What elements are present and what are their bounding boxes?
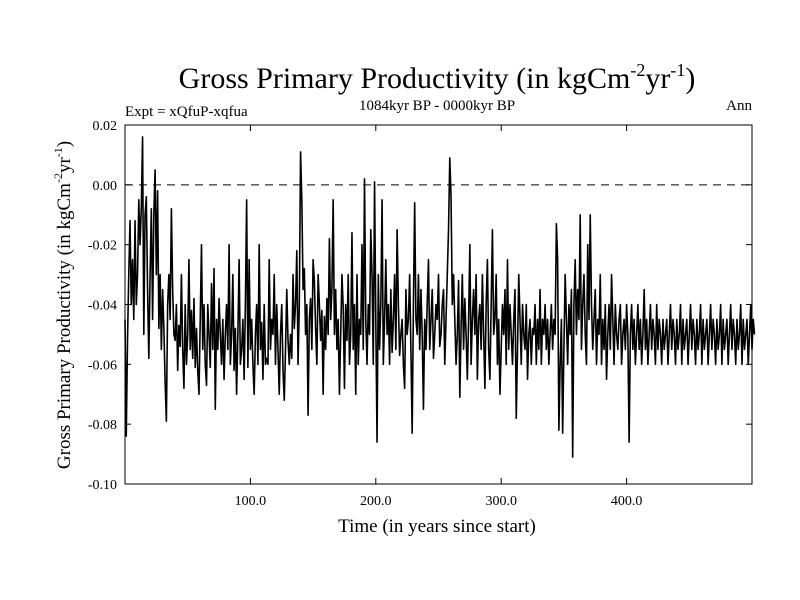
x-tick-label: 100.0 bbox=[235, 494, 267, 509]
y-axis-ticks: 0.02 0.00 -0.02 -0.04 -0.06 -0.08 -0.10 bbox=[88, 119, 752, 493]
season-label: Ann bbox=[726, 98, 752, 114]
y-tick-label: -0.08 bbox=[88, 418, 117, 433]
y-tick-label: -0.04 bbox=[88, 299, 117, 314]
y-tick-label: 0.02 bbox=[93, 119, 118, 134]
chart-title: Gross Primary Productivity (in kgCm-2yr-… bbox=[179, 60, 696, 95]
x-tick-label: 400.0 bbox=[611, 494, 643, 509]
x-axis-label: Time (in years since start) bbox=[338, 516, 536, 537]
y-axis-label: Gross Primary Productivity (in kgCm-2yr-… bbox=[51, 141, 75, 469]
y-tick-label: -0.06 bbox=[88, 358, 117, 373]
x-tick-label: 300.0 bbox=[485, 494, 517, 509]
y-tick-label: -0.02 bbox=[88, 239, 117, 254]
y-tick-label: -0.10 bbox=[88, 478, 117, 493]
period-label: 1084kyr BP - 0000kyr BP bbox=[359, 98, 515, 114]
x-tick-label: 200.0 bbox=[360, 494, 392, 509]
x-axis-ticks: 100.0 200.0 300.0 400.0 bbox=[235, 125, 643, 509]
experiment-label: Expt = xQfuP-xqfua bbox=[125, 104, 248, 120]
series-line-gpp bbox=[124, 136, 756, 458]
y-tick-label: 0.00 bbox=[93, 179, 118, 194]
